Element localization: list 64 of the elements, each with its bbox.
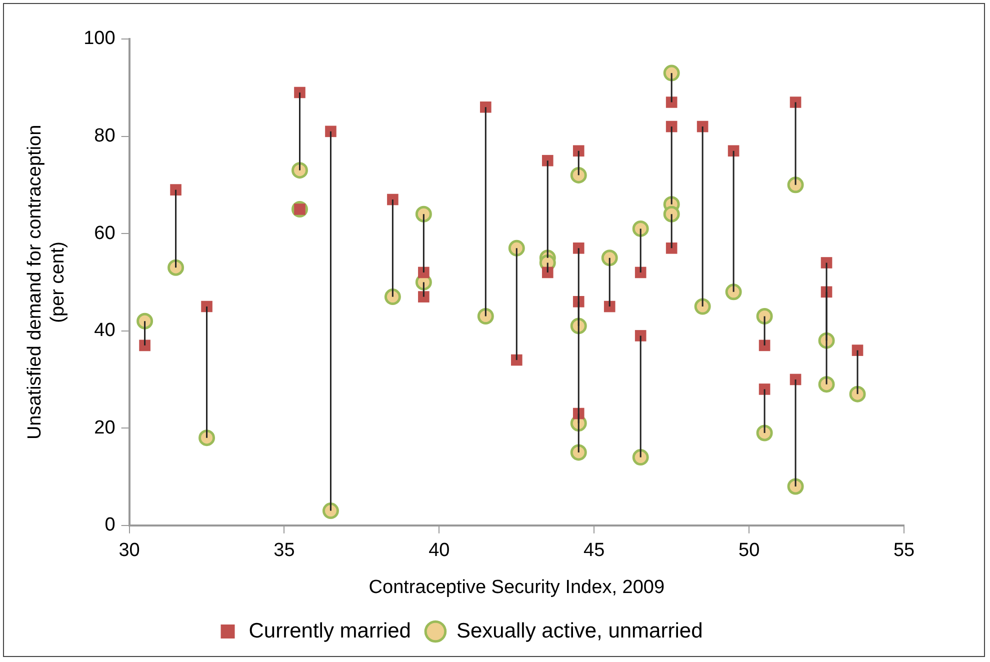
- point: [787, 478, 804, 495]
- y-tick-label: 40: [94, 320, 116, 342]
- point: [201, 300, 212, 312]
- point: [418, 266, 430, 278]
- point: [139, 340, 150, 352]
- y-tick-label: 0: [104, 514, 116, 536]
- point: [477, 308, 494, 324]
- y-tick-label: 80: [94, 126, 116, 147]
- point: [694, 298, 711, 315]
- point: [510, 354, 522, 366]
- x-tick-label: 55: [893, 540, 915, 562]
- point: [787, 176, 804, 194]
- legend-label: Sexually active, unmarried: [456, 619, 703, 642]
- x-axis-title: Contraceptive Security Index, 2009: [368, 576, 665, 598]
- x-tick-label: 50: [738, 540, 760, 562]
- point: [570, 166, 587, 184]
- legend-label: Currently married: [248, 619, 411, 642]
- x-tick-label: 30: [118, 540, 140, 562]
- point: [170, 184, 182, 196]
- point: [198, 430, 216, 446]
- point: [756, 424, 773, 442]
- point: [666, 242, 678, 254]
- x-tick-label: 40: [428, 540, 450, 562]
- y-tick-label: 60: [94, 222, 116, 244]
- point: [322, 502, 339, 520]
- point: [818, 376, 835, 393]
- point: [634, 330, 646, 342]
- point: [542, 154, 554, 166]
- point: [384, 288, 401, 306]
- point: [756, 308, 773, 324]
- point: [291, 162, 308, 179]
- point: [325, 126, 336, 138]
- point: [728, 145, 740, 157]
- point: [790, 96, 802, 108]
- point: [758, 384, 770, 395]
- point: [849, 386, 866, 402]
- y-tick-label: 100: [84, 28, 116, 50]
- x-tick-label: 35: [274, 540, 295, 562]
- point: [820, 257, 832, 268]
- point: [572, 242, 584, 254]
- point: [415, 206, 432, 222]
- y-axis-title: Unsatisfied demand for contraception (per cent): [24, 124, 68, 440]
- point: [663, 206, 680, 222]
- point: [294, 86, 306, 98]
- point: [570, 444, 587, 461]
- point: [136, 312, 154, 330]
- point: [542, 266, 554, 278]
- point: [168, 259, 184, 276]
- y-tick-label: 20: [94, 417, 116, 438]
- point: [666, 96, 678, 108]
- point: [572, 145, 584, 157]
- point: [604, 300, 616, 312]
- point: [632, 449, 649, 466]
- point: [663, 64, 680, 82]
- point: [601, 250, 618, 266]
- point: [480, 101, 492, 113]
- point: [634, 266, 646, 278]
- point: [508, 240, 525, 256]
- point: [632, 220, 649, 237]
- point: [418, 291, 430, 302]
- point: [852, 344, 864, 356]
- point: [387, 194, 398, 206]
- point: [725, 284, 742, 300]
- x-tick-label: 45: [584, 540, 605, 562]
